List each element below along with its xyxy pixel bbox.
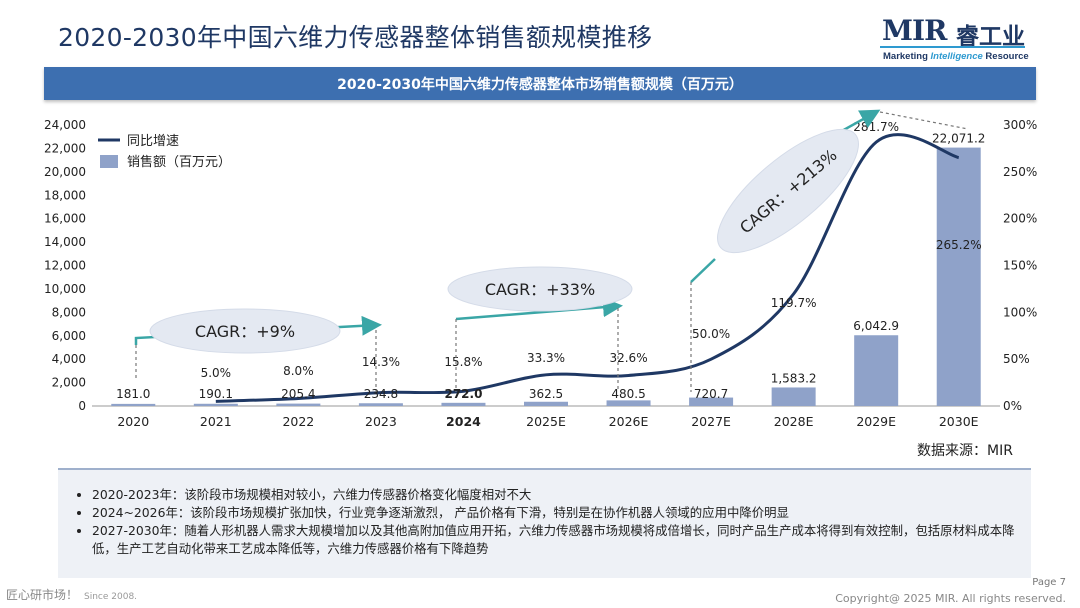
footer-slogan: 匠心研市场！ Since 2008. [6, 588, 138, 602]
x-tick-label: 2021 [200, 414, 232, 429]
y-left-tick-label: 6,000 [52, 329, 86, 343]
x-tick-label: 2023 [365, 414, 397, 429]
bar-value-label: 181.0 [116, 387, 150, 401]
y-left-tick-label: 24,000 [44, 118, 86, 132]
y-right-tick-label: 250% [1003, 165, 1037, 179]
y-left-tick-label: 0 [78, 399, 86, 413]
cagr-arrow [690, 258, 716, 283]
logo-cn: 睿工业 [956, 24, 1025, 50]
bar-value-label: 6,042.9 [853, 319, 899, 333]
cagr-label: CAGR：+9% [195, 322, 295, 341]
bar [441, 402, 486, 406]
bar-value-label: 1,583.2 [771, 371, 817, 385]
x-tick-label: 2025E [526, 414, 566, 429]
y-left-tick-label: 8,000 [52, 305, 86, 319]
growth-rate-label: 5.0% [201, 366, 232, 380]
growth-rate-label: 32.6% [609, 351, 647, 365]
legend-bar-label: 销售额（百万元） [127, 154, 231, 170]
legend-line-label: 同比增速 [127, 134, 179, 149]
cagr-bubble [149, 308, 341, 354]
bar [854, 335, 899, 406]
bar-value-label: 272.0 [444, 387, 482, 401]
bar [358, 403, 403, 406]
growth-rate-label: 15.8% [444, 355, 482, 369]
cagr-label: CAGR：+33% [485, 280, 595, 299]
bar-value-label: 362.5 [529, 387, 563, 401]
chart-banner-title: 2020-2030年中国六维力传感器整体市场销售额规模（百万元） [44, 67, 1036, 100]
x-tick-label: 2020 [117, 414, 149, 429]
y-right-tick-label: 150% [1003, 259, 1037, 273]
x-tick-label: 2027E [691, 414, 731, 429]
x-tick-label: 2030E [939, 414, 979, 429]
x-tick-label: 2029E [856, 414, 896, 429]
growth-rate-label: 33.3% [527, 351, 565, 365]
mir-logo: MIR 睿工业 Marketing Intelligence Resource [880, 14, 1040, 64]
bar [771, 387, 816, 406]
y-left-tick-label: 10,000 [44, 282, 86, 296]
y-left-tick-label: 14,000 [44, 235, 86, 249]
logo-brand: MIR [882, 14, 947, 47]
cagr-arrow [455, 297, 623, 321]
y-left-tick-label: 18,000 [44, 188, 86, 202]
note-item: 2020-2023年：该阶段市场规模相对较小，六维力传感器价格变化幅度相对不大 [92, 486, 1019, 504]
bar-value-label: 190.1 [199, 387, 233, 401]
bar [689, 397, 734, 406]
bar [524, 401, 568, 406]
logo-tagline: Marketing Intelligence Resource [883, 51, 1029, 62]
growth-rate-label: 50.0% [692, 327, 730, 341]
bar-value-label: 234.8 [364, 387, 398, 401]
bar-value-label: 22,071.2 [932, 132, 985, 146]
page-number: Page 7 [1032, 577, 1066, 588]
growth-rate-label: 14.3% [362, 355, 400, 369]
logo-divider [880, 46, 1025, 48]
bar-value-label: 720.7 [694, 387, 728, 401]
growth-rate-label: 119.7% [771, 296, 817, 310]
bar [936, 147, 981, 406]
bar [193, 403, 238, 406]
y-left-tick-label: 4,000 [52, 352, 86, 366]
x-tick-label: 2022 [282, 414, 314, 429]
y-left-tick-label: 12,000 [44, 259, 86, 273]
y-left-tick-label: 20,000 [44, 165, 86, 179]
sales-chart: 0 2,000 4,000 6,000 8,000 10,000 12,000 14,000 1… [44, 109, 1037, 429]
y-right-tick-label: 0% [1003, 399, 1022, 413]
y-right-tick-label: 200% [1003, 212, 1037, 226]
bar-value-label: 480.5 [611, 387, 645, 401]
x-tick-label: 2026E [609, 414, 649, 429]
y-right-tick-label: 50% [1003, 352, 1030, 366]
bar [111, 403, 156, 406]
bar [276, 403, 321, 406]
cagr-arrow [839, 109, 881, 134]
y-left-tick-label: 2,000 [52, 376, 86, 390]
y-right-tick-label: 300% [1003, 118, 1037, 132]
y-left-tick-label: 16,000 [44, 212, 86, 226]
x-tick-label: 2024 [446, 414, 481, 429]
bar [606, 400, 651, 406]
legend-bar-swatch [100, 155, 118, 168]
growth-rate-label: 265.2% [936, 238, 982, 252]
bar-value-label: 205.4 [281, 387, 315, 401]
cagr-guide [879, 111, 969, 130]
copyright: Copyright@ 2025 MIR. All rights reserved… [835, 592, 1066, 605]
note-item: 2027-2030年：随着人形机器人需求大规模增加以及其他高附加值应用开拓，六维… [92, 522, 1019, 558]
y-left-tick-label: 22,000 [44, 141, 86, 155]
cagr-bubble [717, 128, 859, 254]
notes-box: 2020-2023年：该阶段市场规模相对较小，六维力传感器价格变化幅度相对不大 … [58, 468, 1031, 578]
note-item: 2024~2026年：该阶段市场规模扩张加快，行业竞争逐渐激烈， 产品价格有下滑… [92, 504, 1019, 522]
y-right-tick-label: 100% [1003, 305, 1037, 319]
cagr-bubble [447, 266, 633, 312]
growth-rate-line [215, 133, 960, 403]
page-title: 2020-2030年中国六维力传感器整体销售额规模推移 [58, 23, 653, 52]
x-tick-label: 2028E [774, 414, 814, 429]
growth-rate-label: 8.0% [283, 364, 314, 378]
notes-list: 2020-2023年：该阶段市场规模相对较小，六维力传感器价格变化幅度相对不大 … [78, 486, 1019, 558]
data-source: 数据来源：MIR [917, 443, 1013, 459]
